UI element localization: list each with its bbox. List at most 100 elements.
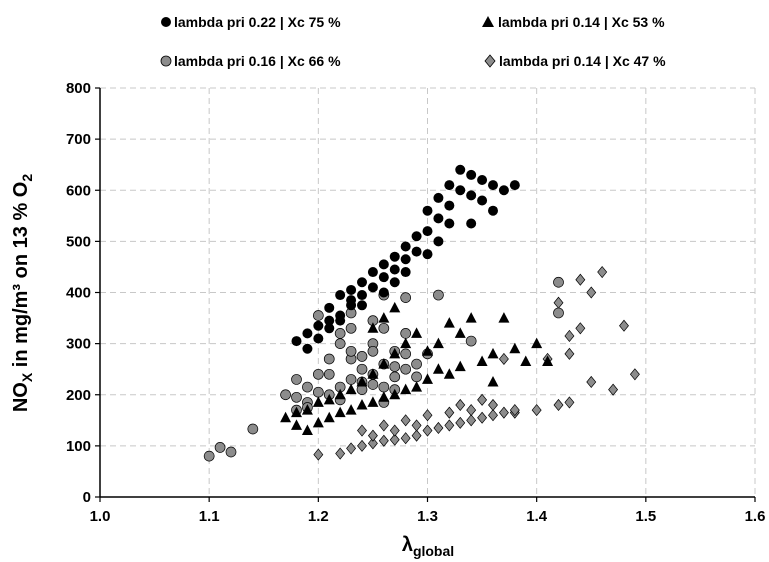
data-point-series-3 (247, 423, 259, 435)
data-point-series-2 (465, 312, 477, 323)
data-point-series-1 (433, 213, 444, 224)
data-point-series-4 (564, 329, 575, 343)
data-point-series-4 (313, 448, 324, 461)
legend-entry-series-3: lambda pri 0.16 | Xc 66 % (160, 53, 341, 69)
data-point-series-4 (477, 411, 488, 424)
data-point-series-2 (334, 388, 346, 400)
data-point-series-3 (378, 381, 390, 393)
data-point-series-2 (301, 424, 313, 436)
data-point-series-1 (509, 180, 520, 191)
data-point-series-2 (432, 363, 444, 374)
data-point-series-3 (400, 348, 412, 360)
data-point-series-4 (411, 429, 422, 442)
data-point-series-4 (575, 322, 586, 335)
data-point-series-3 (400, 328, 412, 339)
data-point-series-2 (301, 404, 313, 415)
data-point-series-3 (411, 371, 422, 383)
y-axis-title: NOX in mg/m³ on 13 % O2 (10, 174, 35, 412)
data-point-series-3 (356, 363, 368, 375)
x-tick-label: 1.1 (199, 508, 220, 525)
y-axis-title-subscript-1: X (19, 372, 35, 382)
data-point-series-1 (357, 277, 367, 288)
data-point-series-4 (553, 296, 564, 309)
data-point-series-1 (455, 185, 466, 196)
data-point-series-1 (335, 290, 346, 301)
data-point-series-3 (280, 389, 291, 401)
data-point-series-3 (312, 310, 324, 321)
x-tick-label: 1.4 (526, 508, 548, 525)
data-point-series-3 (356, 351, 368, 362)
data-point-series-4 (466, 414, 477, 427)
data-point-series-1 (466, 218, 477, 229)
data-point-series-3 (312, 386, 324, 398)
data-point-series-1 (389, 251, 400, 262)
data-point-series-3 (553, 307, 564, 319)
data-point-series-3 (203, 450, 215, 462)
x-axis-title-subscript: global (413, 543, 454, 559)
y-tick-label: 0 (83, 489, 91, 506)
data-point-series-2 (323, 411, 335, 423)
data-point-series-3 (345, 345, 357, 357)
data-point-series-4 (466, 404, 477, 417)
x-axis-title: λglobal (402, 534, 454, 559)
data-point-series-3 (323, 353, 335, 365)
data-point-series-3 (411, 358, 422, 370)
data-point-series-3 (465, 335, 477, 347)
y-tick-label: 300 (66, 336, 91, 353)
data-point-series-3 (312, 368, 324, 380)
data-point-series-2 (454, 327, 466, 338)
data-point-series-2 (432, 337, 444, 349)
data-point-series-1 (466, 190, 477, 201)
data-point-series-3 (291, 391, 302, 403)
data-point-series-4 (378, 419, 389, 432)
data-point-series-1 (488, 205, 498, 216)
data-point-series-4 (575, 273, 586, 286)
data-point-series-4 (422, 424, 433, 437)
data-point-series-1 (444, 200, 455, 211)
y-axis-title-subscript-2: 2 (19, 174, 35, 182)
data-point-series-1 (291, 336, 302, 347)
data-point-series-3 (334, 338, 346, 349)
data-point-series-2 (334, 406, 346, 418)
data-point-series-2 (378, 358, 390, 369)
data-point-series-1 (400, 254, 411, 265)
data-point-series-1 (357, 290, 367, 301)
data-point-series-2 (356, 375, 368, 387)
x-axis-title-main: λ (402, 534, 413, 556)
data-point-series-3 (323, 368, 335, 380)
data-point-series-1 (378, 259, 389, 270)
data-point-series-2 (367, 368, 379, 379)
data-point-series-1 (477, 175, 488, 186)
x-tick-label: 1.6 (745, 508, 766, 525)
data-point-series-3 (553, 276, 564, 288)
data-point-series-4 (564, 396, 575, 409)
data-point-series-1 (422, 205, 433, 216)
data-point-series-1 (466, 169, 477, 180)
data-point-series-4 (488, 409, 498, 422)
data-point-series-2 (389, 347, 401, 359)
data-point-series-3 (378, 322, 390, 334)
data-point-series-4 (564, 347, 575, 360)
y-tick-label: 400 (66, 285, 91, 302)
data-point-series-2 (443, 368, 455, 379)
x-tick-label: 1.3 (417, 508, 438, 525)
y-tick-label: 700 (66, 131, 91, 148)
data-point-series-2 (509, 342, 521, 354)
y-tick-label: 800 (66, 80, 91, 97)
data-point-series-4 (433, 421, 444, 435)
data-point-series-2 (411, 327, 423, 338)
plot-area: 0 100 200 300 400 500 600 700 800 1.0 1.1 1.2 1.3 1.4… (66, 80, 765, 525)
legend-label-series-1: lambda pri 0.22 | Xc 75 % (174, 14, 341, 30)
legend-marker-series-2 (482, 16, 494, 27)
data-point-series-2 (487, 347, 499, 359)
data-point-series-4 (455, 416, 466, 429)
data-point-series-4 (335, 447, 346, 460)
legend-label-series-4: lambda pri 0.14 | Xc 47 % (499, 53, 666, 69)
x-tick-label: 1.2 (308, 508, 329, 525)
data-point-series-2 (498, 312, 510, 323)
data-point-series-2 (345, 404, 357, 415)
data-point-series-3 (302, 381, 313, 393)
data-point-series-4 (422, 409, 433, 422)
legend-entry-series-2: lambda pri 0.14 | Xc 53 % (482, 14, 665, 30)
data-point-series-2 (323, 393, 335, 405)
